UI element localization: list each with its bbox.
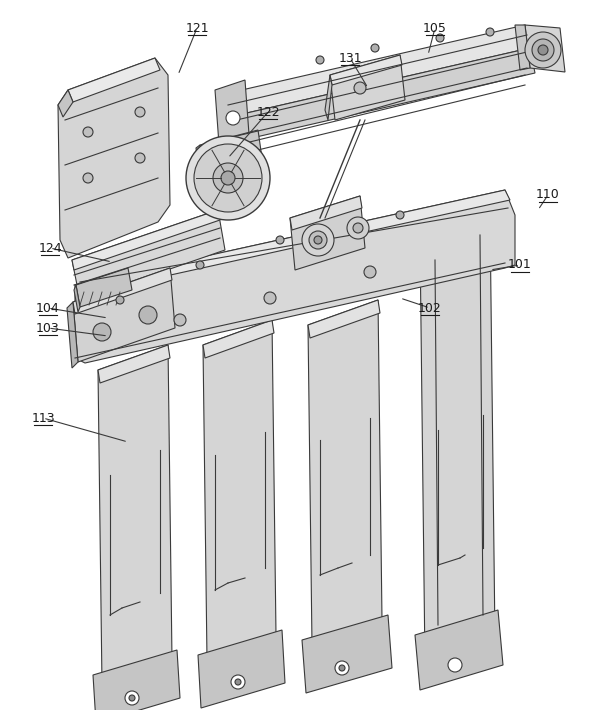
- Polygon shape: [78, 272, 122, 305]
- Polygon shape: [72, 210, 225, 300]
- Polygon shape: [290, 196, 365, 270]
- Polygon shape: [203, 320, 276, 660]
- Circle shape: [353, 223, 363, 233]
- Circle shape: [316, 56, 324, 64]
- Circle shape: [309, 231, 327, 249]
- Polygon shape: [75, 190, 510, 295]
- Text: 103: 103: [36, 322, 60, 334]
- Circle shape: [396, 211, 404, 219]
- Circle shape: [314, 236, 322, 244]
- Polygon shape: [218, 95, 230, 148]
- Polygon shape: [76, 268, 132, 307]
- Circle shape: [125, 691, 139, 705]
- Circle shape: [264, 292, 276, 304]
- Polygon shape: [415, 610, 503, 690]
- Circle shape: [302, 224, 334, 256]
- Polygon shape: [220, 25, 538, 118]
- Circle shape: [371, 44, 379, 52]
- Circle shape: [213, 163, 243, 193]
- Polygon shape: [525, 25, 565, 72]
- Circle shape: [347, 217, 369, 239]
- Circle shape: [129, 695, 135, 701]
- Polygon shape: [203, 320, 274, 358]
- Circle shape: [364, 266, 376, 278]
- Circle shape: [116, 296, 124, 304]
- Circle shape: [196, 261, 204, 269]
- Circle shape: [354, 82, 366, 94]
- Circle shape: [335, 661, 349, 675]
- Circle shape: [174, 314, 186, 326]
- Circle shape: [339, 665, 345, 671]
- Polygon shape: [330, 55, 402, 85]
- Polygon shape: [215, 80, 250, 158]
- Circle shape: [186, 136, 270, 220]
- Polygon shape: [308, 300, 380, 338]
- Text: 110: 110: [536, 188, 560, 202]
- Polygon shape: [330, 55, 405, 120]
- Polygon shape: [290, 196, 362, 230]
- Polygon shape: [225, 48, 535, 143]
- Polygon shape: [73, 268, 172, 314]
- Circle shape: [135, 107, 145, 117]
- Polygon shape: [420, 215, 495, 665]
- Text: 105: 105: [423, 21, 447, 35]
- Polygon shape: [198, 630, 285, 708]
- Circle shape: [83, 127, 93, 137]
- Text: 124: 124: [38, 241, 62, 254]
- Circle shape: [538, 45, 548, 55]
- Polygon shape: [98, 345, 172, 685]
- Polygon shape: [75, 190, 515, 363]
- Polygon shape: [98, 345, 170, 383]
- Text: 104: 104: [36, 302, 60, 315]
- Text: 102: 102: [418, 302, 442, 315]
- Circle shape: [83, 173, 93, 183]
- Text: 131: 131: [338, 52, 362, 65]
- Polygon shape: [72, 210, 220, 270]
- Polygon shape: [58, 90, 73, 117]
- Circle shape: [93, 323, 111, 341]
- Circle shape: [231, 675, 245, 689]
- Circle shape: [532, 39, 554, 61]
- Circle shape: [226, 111, 240, 125]
- Polygon shape: [420, 215, 492, 253]
- Polygon shape: [58, 58, 170, 258]
- Polygon shape: [308, 300, 382, 645]
- Polygon shape: [200, 130, 262, 173]
- Circle shape: [135, 153, 145, 163]
- Polygon shape: [67, 302, 78, 368]
- Polygon shape: [73, 268, 175, 362]
- Polygon shape: [68, 58, 160, 102]
- Circle shape: [525, 32, 561, 68]
- Polygon shape: [302, 615, 392, 693]
- Text: 121: 121: [185, 21, 209, 35]
- Polygon shape: [196, 145, 204, 177]
- Circle shape: [139, 306, 157, 324]
- Circle shape: [235, 679, 241, 685]
- Polygon shape: [74, 285, 80, 312]
- Circle shape: [221, 171, 235, 185]
- Text: 113: 113: [31, 412, 55, 425]
- Text: 101: 101: [508, 258, 532, 271]
- Polygon shape: [515, 25, 530, 70]
- Text: 122: 122: [256, 106, 280, 119]
- Polygon shape: [325, 75, 332, 120]
- Circle shape: [276, 236, 284, 244]
- Circle shape: [436, 34, 444, 42]
- Circle shape: [448, 658, 462, 672]
- Circle shape: [486, 28, 494, 36]
- Polygon shape: [93, 650, 180, 710]
- Circle shape: [194, 144, 262, 212]
